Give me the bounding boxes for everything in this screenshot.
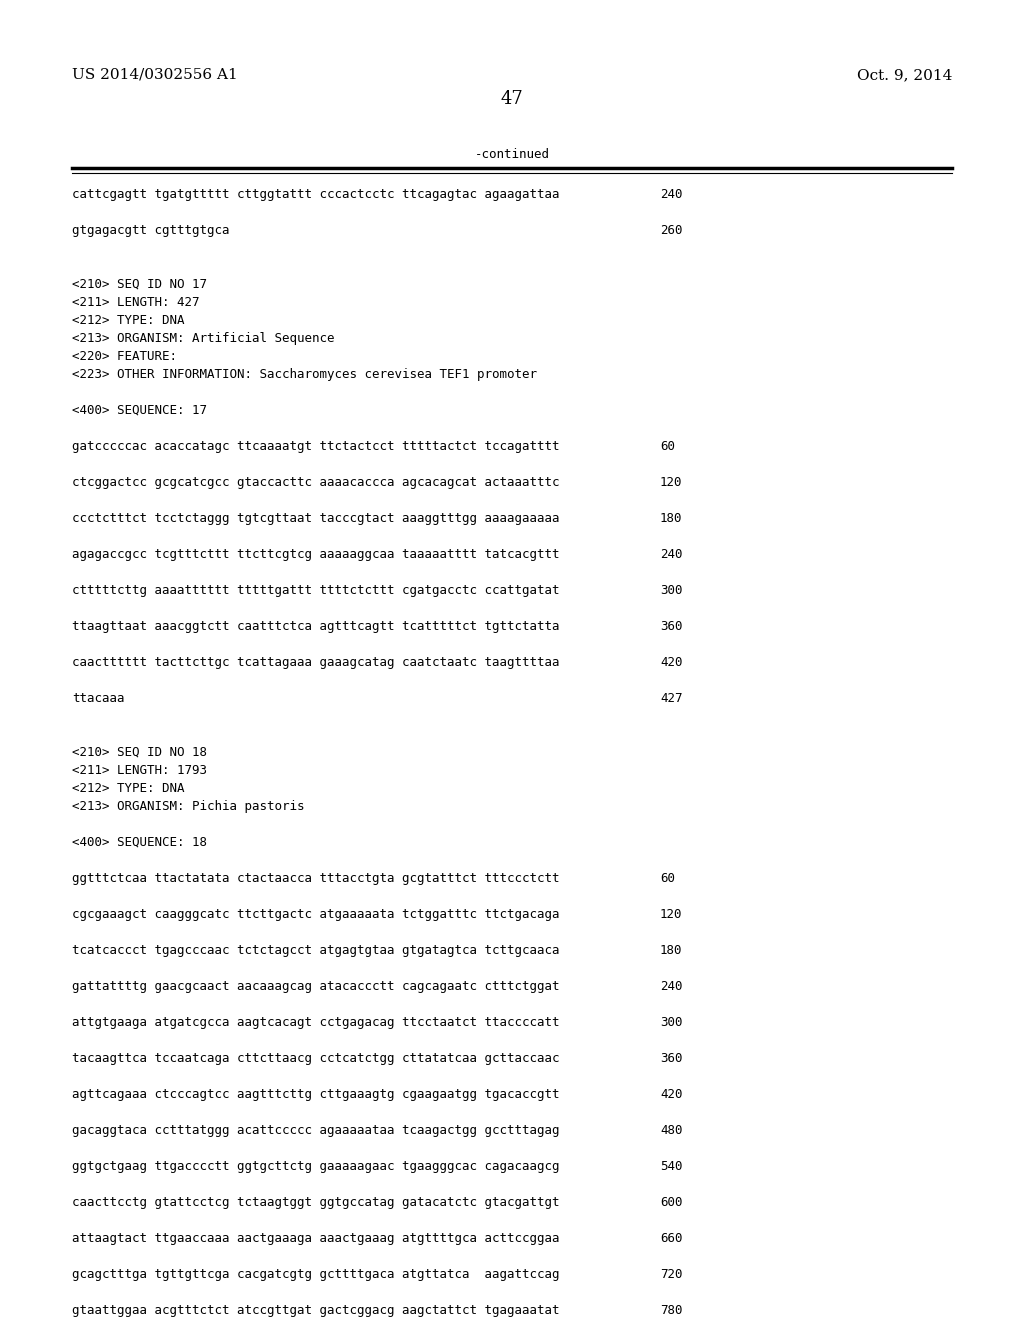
Text: 300: 300 [660,583,683,597]
Text: gattattttg gaacgcaact aacaaagcag atacaccctt cagcagaatc ctttctggat: gattattttg gaacgcaact aacaaagcag atacacc… [72,979,559,993]
Text: gacaggtaca cctttatggg acattccccc agaaaaataa tcaagactgg gcctttagag: gacaggtaca cctttatggg acattccccc agaaaaa… [72,1125,559,1137]
Text: <400> SEQUENCE: 17: <400> SEQUENCE: 17 [72,404,207,417]
Text: 260: 260 [660,224,683,238]
Text: 120: 120 [660,908,683,921]
Text: 600: 600 [660,1196,683,1209]
Text: cgcgaaagct caagggcatc ttcttgactc atgaaaaata tctggatttc ttctgacaga: cgcgaaagct caagggcatc ttcttgactc atgaaaa… [72,908,559,921]
Text: ctcggactcc gcgcatcgcc gtaccacttc aaaacaccca agcacagcat actaaatttc: ctcggactcc gcgcatcgcc gtaccacttc aaaacac… [72,477,559,488]
Text: 660: 660 [660,1232,683,1245]
Text: <223> OTHER INFORMATION: Saccharomyces cerevisea TEF1 promoter: <223> OTHER INFORMATION: Saccharomyces c… [72,368,537,381]
Text: Oct. 9, 2014: Oct. 9, 2014 [857,69,952,82]
Text: ccctctttct tcctctaggg tgtcgttaat tacccgtact aaaggtttgg aaaagaaaaa: ccctctttct tcctctaggg tgtcgttaat tacccgt… [72,512,559,525]
Text: 47: 47 [501,90,523,108]
Text: attgtgaaga atgatcgcca aagtcacagt cctgagacag ttcctaatct ttaccccatt: attgtgaaga atgatcgcca aagtcacagt cctgaga… [72,1016,559,1030]
Text: <210> SEQ ID NO 18: <210> SEQ ID NO 18 [72,746,207,759]
Text: caactttttt tacttcttgc tcattagaaa gaaagcatag caatctaatc taagttttaa: caactttttt tacttcttgc tcattagaaa gaaagca… [72,656,559,669]
Text: 60: 60 [660,440,675,453]
Text: gcagctttga tgttgttcga cacgatcgtg gcttttgaca atgttatca  aagattccag: gcagctttga tgttgttcga cacgatcgtg gcttttg… [72,1269,559,1280]
Text: agagaccgcc tcgtttcttt ttcttcgtcg aaaaaggcaa taaaaatttt tatcacgttt: agagaccgcc tcgtttcttt ttcttcgtcg aaaaagg… [72,548,559,561]
Text: <400> SEQUENCE: 18: <400> SEQUENCE: 18 [72,836,207,849]
Text: -continued: -continued [474,148,550,161]
Text: 60: 60 [660,873,675,884]
Text: <212> TYPE: DNA: <212> TYPE: DNA [72,781,184,795]
Text: <213> ORGANISM: Artificial Sequence: <213> ORGANISM: Artificial Sequence [72,333,335,345]
Text: ttacaaa: ttacaaa [72,692,125,705]
Text: 420: 420 [660,656,683,669]
Text: 120: 120 [660,477,683,488]
Text: gtgagacgtt cgtttgtgca: gtgagacgtt cgtttgtgca [72,224,229,238]
Text: attaagtact ttgaaccaaa aactgaaaga aaactgaaag atgttttgca acttccggaa: attaagtact ttgaaccaaa aactgaaaga aaactga… [72,1232,559,1245]
Text: <211> LENGTH: 1793: <211> LENGTH: 1793 [72,764,207,777]
Text: 420: 420 [660,1088,683,1101]
Text: 360: 360 [660,620,683,634]
Text: tcatcaccct tgagcccaac tctctagcct atgagtgtaa gtgatagtca tcttgcaaca: tcatcaccct tgagcccaac tctctagcct atgagtg… [72,944,559,957]
Text: 300: 300 [660,1016,683,1030]
Text: 427: 427 [660,692,683,705]
Text: 540: 540 [660,1160,683,1173]
Text: ggtgctgaag ttgacccctt ggtgcttctg gaaaaagaac tgaagggcac cagacaagcg: ggtgctgaag ttgacccctt ggtgcttctg gaaaaag… [72,1160,559,1173]
Text: agttcagaaa ctcccagtcc aagtttcttg cttgaaagtg cgaagaatgg tgacaccgtt: agttcagaaa ctcccagtcc aagtttcttg cttgaaa… [72,1088,559,1101]
Text: US 2014/0302556 A1: US 2014/0302556 A1 [72,69,238,82]
Text: 780: 780 [660,1304,683,1317]
Text: 240: 240 [660,187,683,201]
Text: 480: 480 [660,1125,683,1137]
Text: ctttttcttg aaaatttttt tttttgattt ttttctcttt cgatgacctc ccattgatat: ctttttcttg aaaatttttt tttttgattt ttttctc… [72,583,559,597]
Text: <210> SEQ ID NO 17: <210> SEQ ID NO 17 [72,279,207,290]
Text: gtaattggaa acgtttctct atccgttgat gactcggacg aagctattct tgagaaatat: gtaattggaa acgtttctct atccgttgat gactcgg… [72,1304,559,1317]
Text: caacttcctg gtattcctcg tctaagtggt ggtgccatag gatacatctc gtacgattgt: caacttcctg gtattcctcg tctaagtggt ggtgcca… [72,1196,559,1209]
Text: <211> LENGTH: 427: <211> LENGTH: 427 [72,296,200,309]
Text: <220> FEATURE:: <220> FEATURE: [72,350,177,363]
Text: cattcgagtt tgatgttttt cttggtattt cccactcctc ttcagagtac agaagattaa: cattcgagtt tgatgttttt cttggtattt cccactc… [72,187,559,201]
Text: <213> ORGANISM: Pichia pastoris: <213> ORGANISM: Pichia pastoris [72,800,304,813]
Text: 360: 360 [660,1052,683,1065]
Text: 720: 720 [660,1269,683,1280]
Text: ggtttctcaa ttactatata ctactaacca tttacctgta gcgtatttct tttccctctt: ggtttctcaa ttactatata ctactaacca tttacct… [72,873,559,884]
Text: gatcccccac acaccatagc ttcaaaatgt ttctactcct tttttactct tccagatttt: gatcccccac acaccatagc ttcaaaatgt ttctact… [72,440,559,453]
Text: 180: 180 [660,512,683,525]
Text: <212> TYPE: DNA: <212> TYPE: DNA [72,314,184,327]
Text: 240: 240 [660,979,683,993]
Text: 180: 180 [660,944,683,957]
Text: ttaagttaat aaacggtctt caatttctca agtttcagtt tcatttttct tgttctatta: ttaagttaat aaacggtctt caatttctca agtttca… [72,620,559,634]
Text: 240: 240 [660,548,683,561]
Text: tacaagttca tccaatcaga cttcttaacg cctcatctgg cttatatcaa gcttaccaac: tacaagttca tccaatcaga cttcttaacg cctcatc… [72,1052,559,1065]
